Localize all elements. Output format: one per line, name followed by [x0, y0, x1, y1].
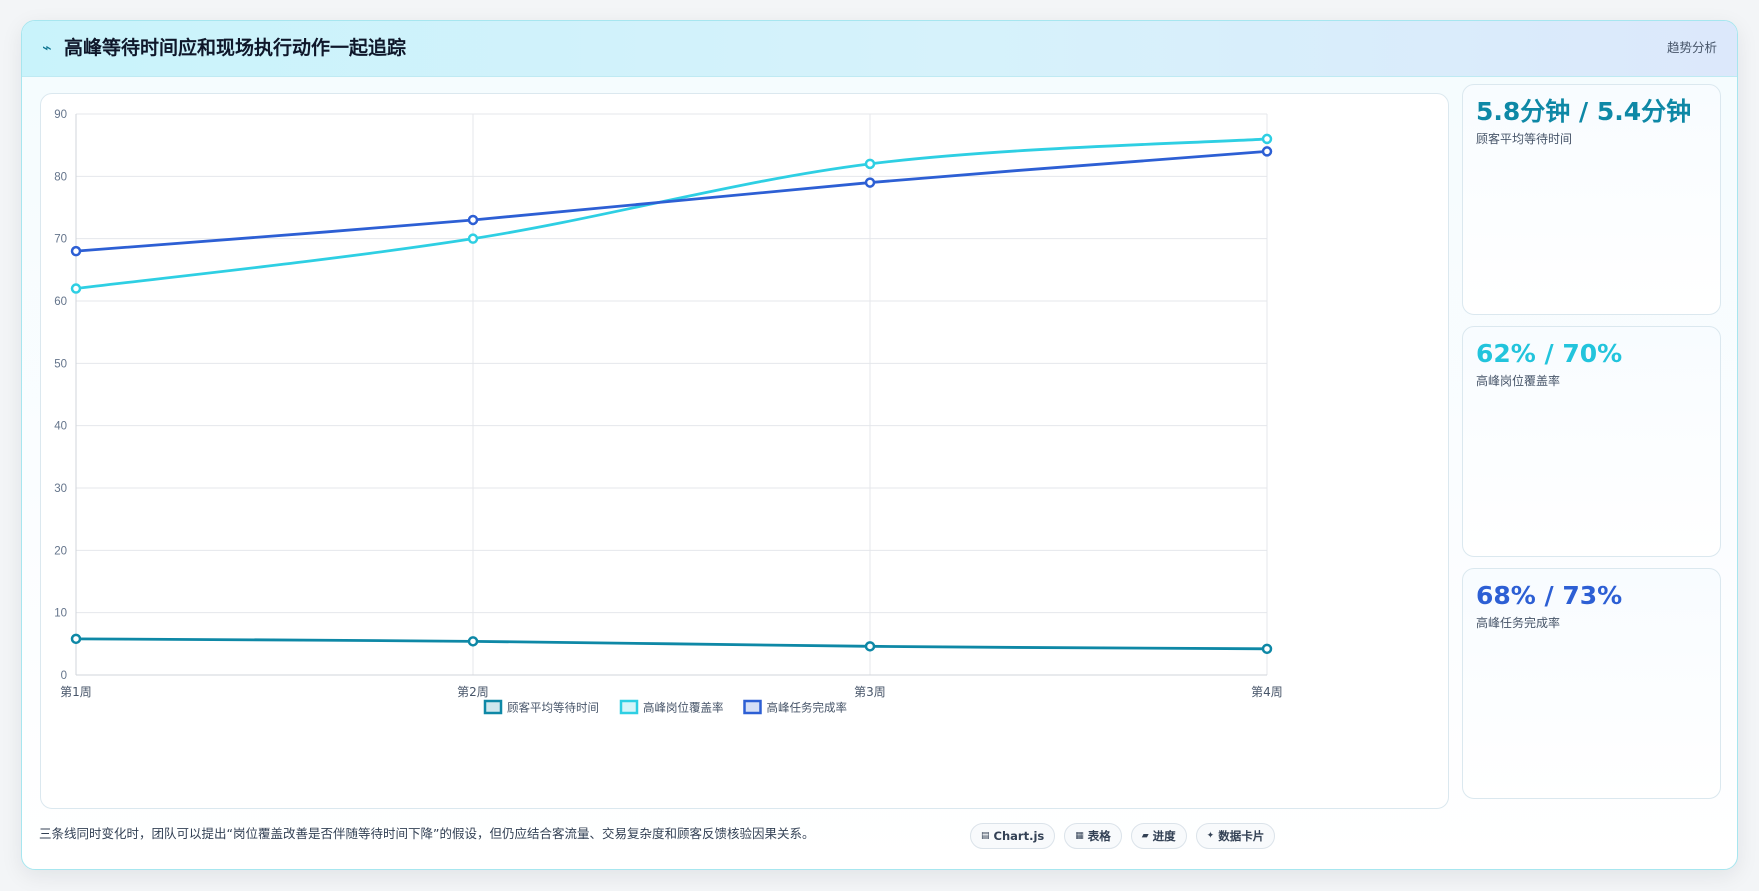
- legend-label: 高峰任务完成率: [767, 701, 848, 715]
- stat-label: 顾客平均等待时间: [1476, 132, 1573, 146]
- stat-label: 高峰任务完成率: [1476, 616, 1561, 630]
- panel-title: 高峰等待时间应和现场执行动作一起追踪: [64, 37, 407, 59]
- chart-icon: ▤: [981, 831, 990, 841]
- y-tick-label: 80: [54, 171, 67, 183]
- y-tick-label: 10: [54, 608, 67, 620]
- chip-data-card[interactable]: ✦ 数据卡片: [1195, 823, 1276, 849]
- y-tick-label: 60: [54, 296, 67, 308]
- stat-card-coverage: 62% / 70% 高峰岗位覆盖率: [1462, 326, 1721, 557]
- stat-card-completion: 68% / 73% 高峰任务完成率: [1462, 568, 1721, 799]
- x-tick-label: 第1周: [60, 685, 92, 699]
- table-icon: ▦: [1075, 831, 1084, 841]
- y-tick-label: 20: [54, 545, 67, 557]
- x-tick-label: 第3周: [854, 685, 886, 699]
- legend-swatch: [743, 699, 762, 715]
- legend-swatch: [619, 699, 639, 715]
- stat-card-wait-time: 5.8分钟 / 5.4分钟 顾客平均等待时间: [1462, 84, 1721, 315]
- data-point: [467, 636, 479, 647]
- chart-card: 0 10 20 30 40 50 60 70 80 90 第1周 第2周 第3周 第4周顾客平均等待时间 高…: [40, 93, 1449, 809]
- footer-note: 三条线同时变化时，团队可以提出“岗位覆盖改善是否伴随等待时间下降”的假设，但仍应…: [39, 826, 815, 841]
- chip-label: 进度: [1152, 829, 1176, 843]
- panel-header: ⌁ 高峰等待时间应和现场执行动作一起追踪 趋势分析: [22, 21, 1737, 77]
- chip-label: 数据卡片: [1218, 829, 1265, 843]
- stat-value: 5.8分钟 / 5.4分钟: [1476, 97, 1692, 126]
- stat-label: 高峰岗位覆盖率: [1476, 374, 1561, 388]
- chip-table[interactable]: ▦ 表格: [1064, 823, 1122, 849]
- stat-value: 62% / 70%: [1476, 339, 1623, 368]
- y-tick-label: 0: [61, 670, 67, 682]
- data-point: [467, 233, 479, 244]
- dashboard-panel: ⌁ 高峰等待时间应和现场执行动作一起追踪 趋势分析 0 10 20 30 40 50 60 7…: [21, 20, 1738, 870]
- x-tick-label: 第2周: [457, 685, 489, 699]
- y-tick-label: 50: [54, 358, 67, 370]
- data-point: [864, 641, 876, 652]
- pulse-icon: ⌁: [42, 38, 52, 57]
- progress-icon: ▰: [1141, 831, 1149, 841]
- y-tick-label: 90: [54, 109, 67, 121]
- data-point: [467, 214, 479, 226]
- chip-chartjs[interactable]: ▤ Chart.js: [970, 823, 1056, 849]
- chip-label: Chart.js: [993, 829, 1045, 843]
- series-line-1: [75, 637, 1268, 651]
- y-tick-label: 70: [54, 234, 67, 246]
- legend-label: 顾客平均等待时间: [507, 701, 599, 715]
- data-point: [70, 633, 82, 645]
- chip-label: 表格: [1087, 829, 1111, 843]
- data-point: [70, 283, 82, 294]
- data-point: [1261, 133, 1273, 145]
- data-point: [864, 177, 876, 188]
- legend-swatch: [483, 699, 503, 715]
- data-point: [70, 245, 82, 257]
- tag-chips: ▤ Chart.js ▦ 表格 ▰ 进度 ✦ 数据卡片: [970, 823, 1276, 849]
- chip-progress[interactable]: ▰ 进度: [1130, 823, 1187, 849]
- data-point: [864, 158, 876, 170]
- data-point: [1261, 643, 1273, 655]
- series-line-3: [75, 150, 1268, 253]
- y-tick-label: 30: [54, 483, 67, 495]
- x-tick-label: 第4周: [1251, 685, 1283, 699]
- trend-analysis-badge: 趋势分析: [1666, 40, 1717, 55]
- stat-value: 68% / 73%: [1476, 581, 1623, 610]
- sparkle-icon: ✦: [1206, 831, 1215, 841]
- y-tick-label: 40: [54, 421, 67, 433]
- series-line-2: [75, 137, 1268, 290]
- data-point: [1261, 146, 1273, 157]
- legend-label: 高峰岗位覆盖率: [643, 701, 724, 715]
